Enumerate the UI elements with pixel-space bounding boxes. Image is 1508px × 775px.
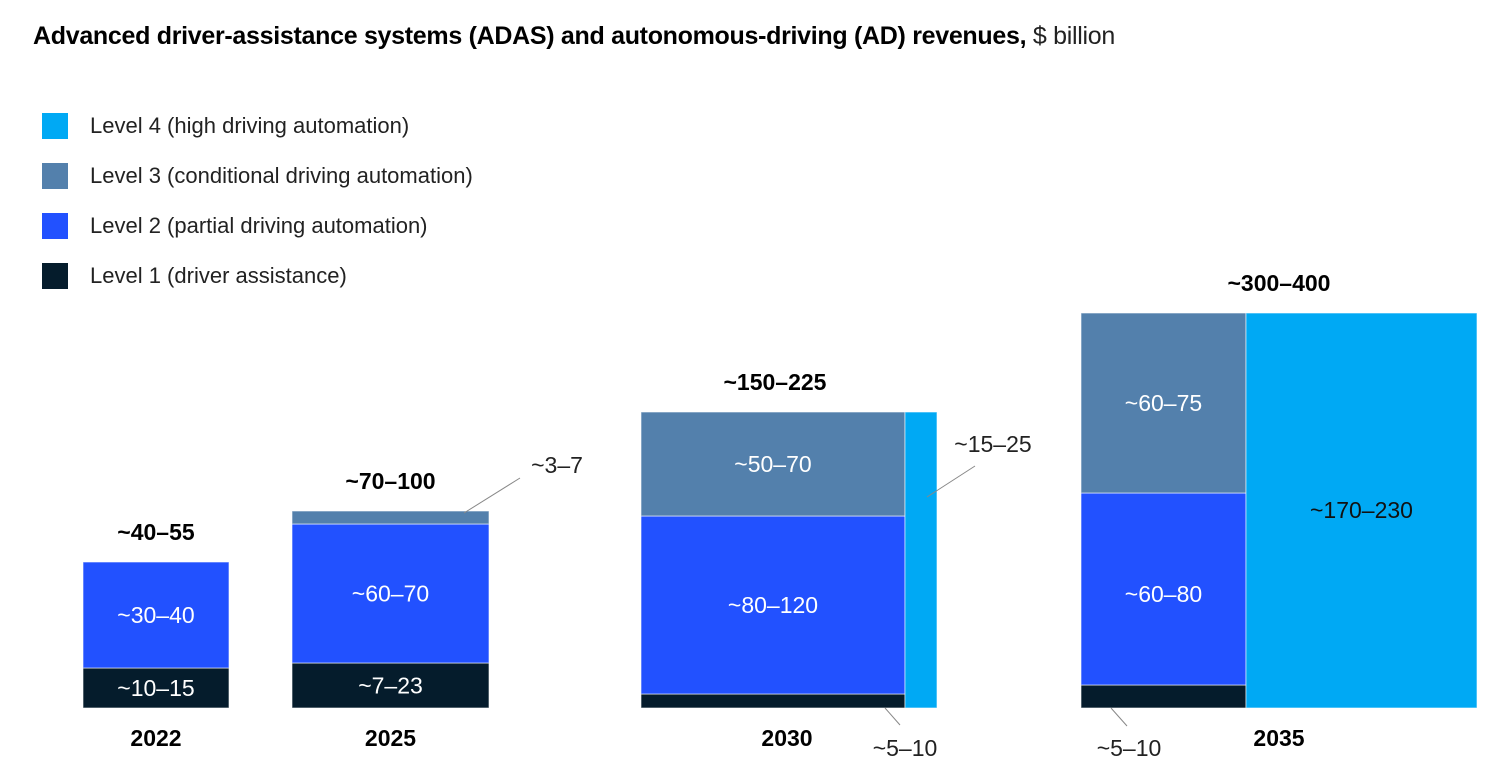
segment-label-2030-l4: ~15–25 — [954, 431, 1031, 457]
callout-line-2025-l3 — [463, 477, 521, 514]
legend-label-level-2: Level 2 (partial driving automation) — [90, 212, 428, 238]
segment-label-2030-l2: ~80–120 — [728, 592, 818, 618]
segment-label-2035-l3: ~60–75 — [1125, 390, 1202, 416]
segment-label-2035-l2: ~60–80 — [1125, 581, 1202, 607]
chart-title-text: Advanced driver-assistance systems (ADAS… — [33, 22, 1027, 50]
callout-line-2030-l4 — [926, 465, 976, 498]
bar-segment-2030-l2 — [640, 515, 906, 695]
segment-label-2022-l2: ~30–40 — [117, 602, 194, 628]
segment-label-2025-l1: ~7–23 — [358, 673, 423, 699]
legend-item-level-3: Level 3 (conditional driving automation) — [42, 162, 473, 189]
total-label-2035: ~300–400 — [1228, 270, 1331, 296]
bar-segment-2025-l3 — [291, 510, 490, 525]
total-label-2025: ~70–100 — [345, 468, 435, 494]
legend-item-level-4: Level 4 (high driving automation) — [42, 112, 473, 139]
category-label-2022: 2022 — [130, 725, 181, 751]
bar-segment-2030-l3 — [640, 411, 906, 517]
bar-segment-2035-l3 — [1080, 312, 1247, 494]
category-label-2035: 2035 — [1253, 725, 1304, 751]
chart-unit: $ billion — [1032, 22, 1115, 50]
segment-label-2035-l4: ~170–230 — [1310, 497, 1413, 523]
bar-segment-2022-l1 — [82, 667, 230, 709]
segment-label-2025-l2: ~60–70 — [352, 581, 429, 607]
bar-segment-2035-l1 — [1080, 684, 1247, 709]
segment-label-2030-l3: ~50–70 — [734, 451, 811, 477]
category-label-2030: 2030 — [761, 725, 812, 751]
bar-segment-2030-l4 — [904, 411, 938, 709]
category-label-2025: 2025 — [365, 725, 416, 751]
callout-line-2030-l1 — [884, 707, 901, 726]
legend-label-level-1: Level 1 (driver assistance) — [90, 262, 347, 288]
chart-title: Advanced driver-assistance systems (ADAS… — [33, 22, 1115, 51]
legend: Level 4 (high driving automation) Level … — [42, 112, 473, 313]
legend-swatch-level-1 — [42, 262, 68, 289]
segment-label-2030-l1: ~5–10 — [873, 735, 938, 761]
segment-label-2022-l1: ~10–15 — [117, 675, 194, 701]
legend-label-level-4: Level 4 (high driving automation) — [90, 112, 410, 138]
legend-item-level-2: Level 2 (partial driving automation) — [42, 212, 473, 239]
bar-segment-2030-l1 — [640, 693, 906, 709]
bar-segment-2022-l2 — [82, 561, 230, 669]
total-label-2030: ~150–225 — [724, 369, 827, 395]
legend-swatch-level-3 — [42, 162, 68, 189]
bar-segment-2035-l4 — [1245, 312, 1478, 709]
bar-segment-2035-l2 — [1080, 492, 1247, 686]
legend-item-level-1: Level 1 (driver assistance) — [42, 262, 473, 289]
total-label-2022: ~40–55 — [117, 519, 195, 545]
callout-line-2035-l1 — [1110, 707, 1128, 727]
legend-label-level-3: Level 3 (conditional driving automation) — [90, 162, 473, 188]
segment-label-2025-l3: ~3–7 — [531, 452, 583, 478]
legend-swatch-level-4 — [42, 112, 68, 139]
legend-swatch-level-2 — [42, 212, 68, 239]
segment-label-2035-l1: ~5–10 — [1097, 735, 1162, 761]
bar-segment-2025-l1 — [291, 662, 490, 709]
